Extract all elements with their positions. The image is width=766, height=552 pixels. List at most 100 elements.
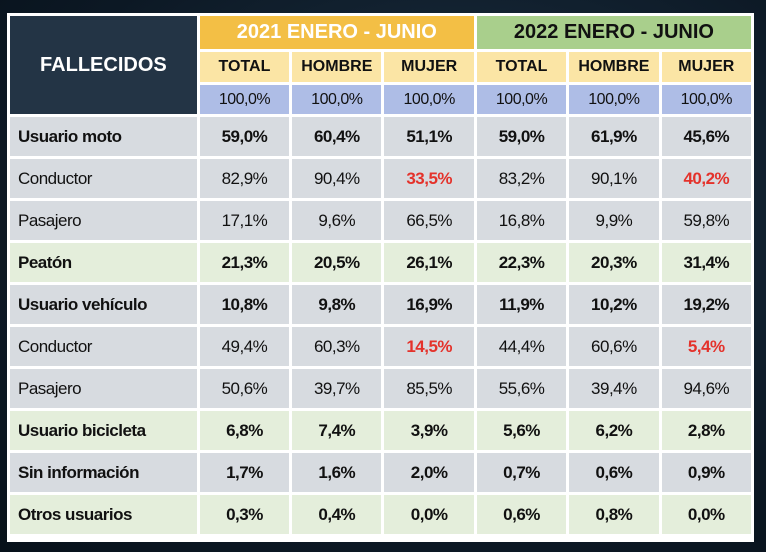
data-cell: 20,5% xyxy=(292,243,382,282)
data-cell: 6,8% xyxy=(199,411,290,450)
data-cell: 9,8% xyxy=(292,285,382,324)
data-cell: 0,9% xyxy=(661,453,751,492)
data-cell: 0,0% xyxy=(661,495,751,534)
total-cell: 100,0% xyxy=(661,85,751,114)
data-cell: 21,3% xyxy=(199,243,290,282)
table-row: Usuario bicicleta 6,8% 7,4% 3,9% 5,6% 6,… xyxy=(10,411,751,450)
data-cell: 45,6% xyxy=(661,117,751,156)
data-cell: 0,8% xyxy=(569,495,659,534)
group-header-2022: 2022 ENERO - JUNIO xyxy=(476,16,751,49)
data-cell: 19,2% xyxy=(661,285,751,324)
data-cell: 7,4% xyxy=(292,411,382,450)
table-row: Peatón 21,3% 20,5% 26,1% 22,3% 20,3% 31,… xyxy=(10,243,751,282)
total-cell: 100,0% xyxy=(384,85,474,114)
data-cell: 85,5% xyxy=(384,369,474,408)
row-label: Usuario moto xyxy=(10,117,197,156)
table-row: Conductor 49,4% 60,3% 14,5% 44,4% 60,6% … xyxy=(10,327,751,366)
data-cell: 59,0% xyxy=(199,117,290,156)
data-cell: 0,6% xyxy=(569,453,659,492)
data-cell: 39,7% xyxy=(292,369,382,408)
data-cell: 51,1% xyxy=(384,117,474,156)
table-row: Usuario moto 59,0% 60,4% 51,1% 59,0% 61,… xyxy=(10,117,751,156)
data-cell: 50,6% xyxy=(199,369,290,408)
fatalities-table: FALLECIDOS 2021 ENERO - JUNIO 2022 ENERO… xyxy=(7,13,754,537)
data-cell: 20,3% xyxy=(569,243,659,282)
data-cell: 90,1% xyxy=(569,159,659,198)
data-cell: 60,6% xyxy=(569,327,659,366)
data-cell: 10,8% xyxy=(199,285,290,324)
row-label: Conductor xyxy=(10,159,197,198)
data-cell: 94,6% xyxy=(661,369,751,408)
row-label: Usuario bicicleta xyxy=(10,411,197,450)
column-header: MUJER xyxy=(384,52,474,82)
total-cell: 100,0% xyxy=(569,85,659,114)
table-row: Usuario vehículo 10,8% 9,8% 16,9% 11,9% … xyxy=(10,285,751,324)
data-cell: 0,4% xyxy=(292,495,382,534)
highlighted-cell: 5,4% xyxy=(661,327,751,366)
data-cell: 61,9% xyxy=(569,117,659,156)
data-cell: 90,4% xyxy=(292,159,382,198)
table-row: Pasajero 50,6% 39,7% 85,5% 55,6% 39,4% 9… xyxy=(10,369,751,408)
data-cell: 11,9% xyxy=(476,285,567,324)
row-label: Pasajero xyxy=(10,369,197,408)
data-cell: 0,3% xyxy=(199,495,290,534)
data-cell: 44,4% xyxy=(476,327,567,366)
data-cell: 39,4% xyxy=(569,369,659,408)
row-label: Sin información xyxy=(10,453,197,492)
header-row-groups: FALLECIDOS 2021 ENERO - JUNIO 2022 ENERO… xyxy=(10,16,751,114)
row-label: Otros usuarios xyxy=(10,495,197,534)
highlighted-cell: 14,5% xyxy=(384,327,474,366)
highlighted-cell: 33,5% xyxy=(384,159,474,198)
total-cell: 100,0% xyxy=(292,85,382,114)
data-cell: 83,2% xyxy=(476,159,567,198)
data-cell: 16,8% xyxy=(476,201,567,240)
table-frame: FALLECIDOS 2021 ENERO - JUNIO 2022 ENERO… xyxy=(7,13,754,542)
data-cell: 1,6% xyxy=(292,453,382,492)
data-cell: 3,9% xyxy=(384,411,474,450)
table-title: FALLECIDOS xyxy=(10,16,197,114)
table-row: Conductor 82,9% 90,4% 33,5% 83,2% 90,1% … xyxy=(10,159,751,198)
column-header: HOMBRE xyxy=(292,52,382,82)
data-cell: 5,6% xyxy=(476,411,567,450)
data-cell: 0,7% xyxy=(476,453,567,492)
column-header: TOTAL xyxy=(476,52,567,82)
data-cell: 1,7% xyxy=(199,453,290,492)
data-cell: 0,6% xyxy=(476,495,567,534)
data-cell: 31,4% xyxy=(661,243,751,282)
data-cell: 82,9% xyxy=(199,159,290,198)
data-cell: 55,6% xyxy=(476,369,567,408)
row-label: Pasajero xyxy=(10,201,197,240)
table-row: Otros usuarios 0,3% 0,4% 0,0% 0,6% 0,8% … xyxy=(10,495,751,534)
data-cell: 66,5% xyxy=(384,201,474,240)
column-header: HOMBRE xyxy=(569,52,659,82)
data-cell: 9,9% xyxy=(569,201,659,240)
highlighted-cell: 40,2% xyxy=(661,159,751,198)
data-cell: 26,1% xyxy=(384,243,474,282)
group-header-2021: 2021 ENERO - JUNIO xyxy=(199,16,474,49)
total-cell: 100,0% xyxy=(199,85,290,114)
row-label: Peatón xyxy=(10,243,197,282)
data-cell: 10,2% xyxy=(569,285,659,324)
data-cell: 6,2% xyxy=(569,411,659,450)
header-row-columns: TOTAL HOMBRE MUJER TOTAL HOMBRE MUJER xyxy=(10,52,751,82)
data-cell: 49,4% xyxy=(199,327,290,366)
data-cell: 60,4% xyxy=(292,117,382,156)
data-cell: 22,3% xyxy=(476,243,567,282)
column-header: MUJER xyxy=(661,52,751,82)
row-label: Conductor xyxy=(10,327,197,366)
table-row: Sin información 1,7% 1,6% 2,0% 0,7% 0,6%… xyxy=(10,453,751,492)
data-cell: 17,1% xyxy=(199,201,290,240)
totals-row: 100,0% 100,0% 100,0% 100,0% 100,0% 100,0… xyxy=(10,85,751,114)
data-cell: 2,8% xyxy=(661,411,751,450)
row-label: Usuario vehículo xyxy=(10,285,197,324)
data-cell: 2,0% xyxy=(384,453,474,492)
column-header: TOTAL xyxy=(199,52,290,82)
data-cell: 60,3% xyxy=(292,327,382,366)
total-cell: 100,0% xyxy=(476,85,567,114)
data-cell: 16,9% xyxy=(384,285,474,324)
data-cell: 0,0% xyxy=(384,495,474,534)
table-row: Pasajero 17,1% 9,6% 66,5% 16,8% 9,9% 59,… xyxy=(10,201,751,240)
data-cell: 9,6% xyxy=(292,201,382,240)
data-cell: 59,8% xyxy=(661,201,751,240)
data-cell: 59,0% xyxy=(476,117,567,156)
